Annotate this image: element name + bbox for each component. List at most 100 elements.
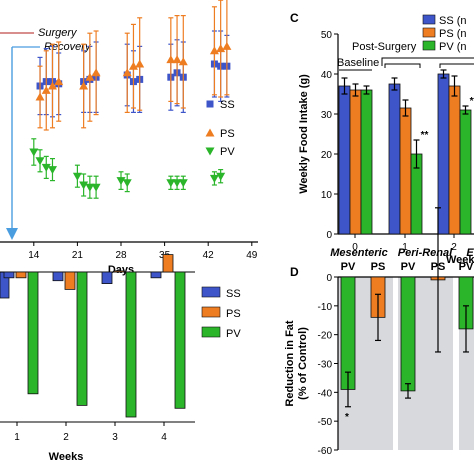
legend-marker-PV	[205, 147, 215, 156]
point-PS	[35, 92, 45, 101]
legend-swatch-PS	[201, 306, 221, 318]
point-PV	[35, 157, 45, 166]
y-axis-title-line1: Reduction in Fat	[284, 320, 296, 407]
legend-label-PV: PV (n	[439, 41, 467, 53]
point-PS	[209, 46, 219, 55]
significance-marker: **	[421, 130, 429, 141]
x-tick-label: 4	[161, 432, 167, 443]
point-PS	[54, 77, 64, 86]
x-tick-label: 49	[246, 250, 258, 261]
point-PS	[166, 55, 176, 64]
bar-category-label: PV	[401, 261, 416, 273]
point-PS	[178, 57, 188, 66]
x-tick-label: 28	[115, 250, 127, 261]
point-PS	[135, 59, 145, 68]
y-tick-label: -50	[318, 417, 333, 428]
point-PV	[41, 163, 51, 172]
point-PV	[116, 177, 126, 186]
y-tick-label: 10	[321, 190, 333, 201]
panel-letter: C	[290, 11, 299, 25]
legend-label-PV: PV	[226, 328, 241, 340]
bar-SS	[150, 271, 162, 279]
point-PV	[216, 172, 226, 181]
point-PS	[216, 44, 226, 53]
bar-PV	[27, 271, 39, 395]
point-PV	[79, 181, 89, 190]
week2-bracket	[439, 63, 474, 68]
significance-marker: *	[345, 412, 349, 423]
post-surgery-bracket	[381, 57, 474, 66]
x-tick-label: 2	[63, 432, 69, 443]
point-PS	[222, 41, 232, 50]
x-tick-label: 1	[14, 432, 20, 443]
y-tick-label: -20	[318, 331, 333, 342]
point-PV	[29, 148, 39, 157]
point-PV	[47, 166, 57, 175]
bar-SS	[3, 271, 15, 279]
y-tick-label: -10	[318, 302, 333, 313]
point-PS	[79, 81, 89, 90]
bar-PV	[125, 271, 137, 418]
bar-PS	[448, 85, 461, 235]
point-PV	[172, 179, 182, 188]
bar-PV	[360, 89, 373, 235]
bar-category-label: PV	[459, 261, 474, 273]
point-PS	[85, 72, 95, 81]
x-tick-label: 14	[28, 250, 40, 261]
y-tick-label: 50	[321, 30, 333, 41]
point-PV	[209, 174, 219, 183]
bar-PS	[64, 271, 76, 290]
bar-SS	[388, 83, 401, 235]
bar-SS	[101, 271, 113, 285]
bar-PS	[162, 254, 174, 273]
week1-bracket	[384, 63, 421, 68]
recovery-label: Recovery	[44, 41, 92, 53]
point-PS	[172, 55, 182, 64]
legend-swatch-SS	[422, 14, 436, 25]
point-PV	[91, 183, 101, 192]
legend-label-SS: SS (n	[439, 15, 467, 27]
y-tick-label: -30	[318, 360, 333, 371]
y-tick-label: -60	[318, 446, 333, 457]
baseline-label: Baseline	[337, 57, 379, 69]
bar-PS	[399, 107, 412, 235]
point-PS	[91, 68, 101, 77]
x-tick-label: 42	[203, 250, 215, 261]
point-PV	[122, 179, 132, 188]
legend-swatch-PV	[201, 326, 221, 338]
legend-label-PS: PS	[220, 128, 235, 140]
significance-marker: **	[470, 96, 474, 107]
y-axis-title: Weekly Food Intake (g)	[298, 74, 310, 194]
bar-PS	[113, 270, 125, 273]
legend-swatch-PS	[422, 27, 436, 38]
bar-SS	[437, 73, 450, 235]
point-PS	[47, 81, 57, 90]
bar-PS	[349, 89, 362, 235]
x-axis-title: Week	[446, 254, 474, 266]
bar-PV	[400, 276, 416, 392]
point-PV	[178, 179, 188, 188]
point-PS	[128, 61, 138, 70]
point-PV	[166, 179, 176, 188]
legend-marker-PS	[205, 128, 215, 137]
y-tick-label: -40	[318, 388, 333, 399]
y-tick-label: 40	[321, 70, 333, 81]
legend-label-SS: SS	[220, 99, 235, 111]
legend-label-PV: PV	[220, 146, 235, 158]
depot-label: Peri-Renal	[398, 247, 453, 259]
timecourse-panel: 142128354249DaysSurgeryRecoverySSPSPV	[0, 0, 258, 276]
y-tick-label: 0	[326, 273, 332, 284]
bar-category-label: PV	[341, 261, 356, 273]
x-tick-label: 1	[402, 242, 408, 253]
bar-PV	[174, 271, 186, 409]
x-tick-label: 3	[112, 432, 118, 443]
post-surgery-label: Post-Surgery	[352, 41, 417, 53]
point-PV	[85, 183, 95, 192]
legend-label-SS: SS	[226, 288, 241, 300]
bar-PV	[76, 271, 88, 406]
bar-SS	[338, 85, 351, 235]
x-axis-title: Weeks	[49, 451, 84, 463]
point-PS	[122, 68, 132, 77]
y-axis-title-line2: (% of Control)	[297, 327, 309, 400]
